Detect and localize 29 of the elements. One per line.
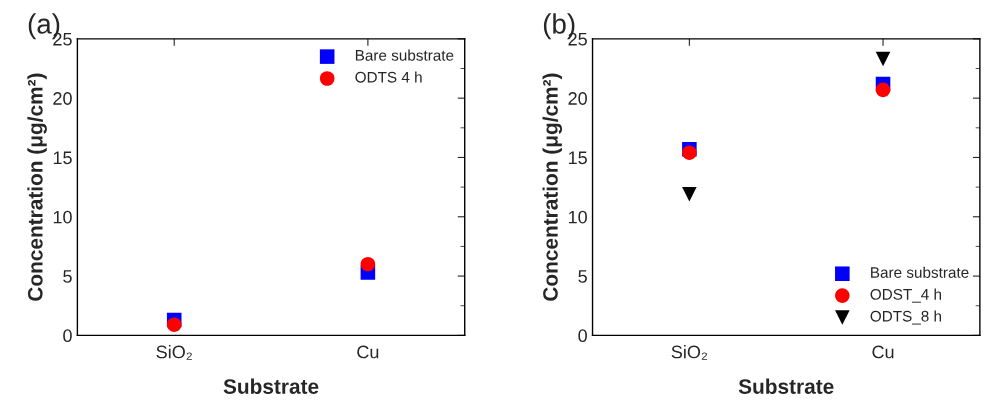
y-tick-label: 5 — [63, 270, 72, 283]
x-tick-label: SiO₂ — [156, 345, 192, 360]
y-tick-label: 10 — [568, 210, 587, 224]
legend-label: ODTS 4 h — [355, 71, 422, 83]
x-axis-title: Substrate — [223, 378, 319, 394]
legend-label: Bare substrate — [355, 49, 454, 61]
y-tick-label: 10 — [53, 210, 72, 224]
point — [360, 256, 376, 272]
point — [875, 51, 891, 67]
y-tick-label: 0 — [578, 329, 587, 343]
legend-label: ODST_4 h — [870, 288, 942, 303]
y-tick-label: 0 — [63, 329, 72, 343]
x-tick-label: SiO₂ — [671, 345, 708, 360]
y-tick-label: 20 — [568, 92, 587, 105]
point — [875, 82, 891, 98]
y-tick-label: 5 — [578, 270, 587, 283]
point — [166, 317, 182, 332]
y-axis-title: Concentration (μg/cm²) — [27, 73, 47, 301]
x-tick-label: Cu — [872, 345, 894, 359]
legend-label: ODTS_8 h — [870, 310, 942, 325]
x-axis-title: Substrate — [738, 378, 834, 394]
y-tick-label: 15 — [568, 151, 587, 165]
legend-label: Bare substrate — [871, 266, 969, 278]
point — [682, 145, 697, 160]
y-tick-label: 20 — [53, 92, 72, 105]
point — [682, 186, 697, 202]
y-tick-label: 15 — [53, 151, 72, 165]
x-tick-label: Cu — [357, 345, 379, 359]
y-axis-title: Concentration (μg/cm²) — [542, 73, 563, 301]
